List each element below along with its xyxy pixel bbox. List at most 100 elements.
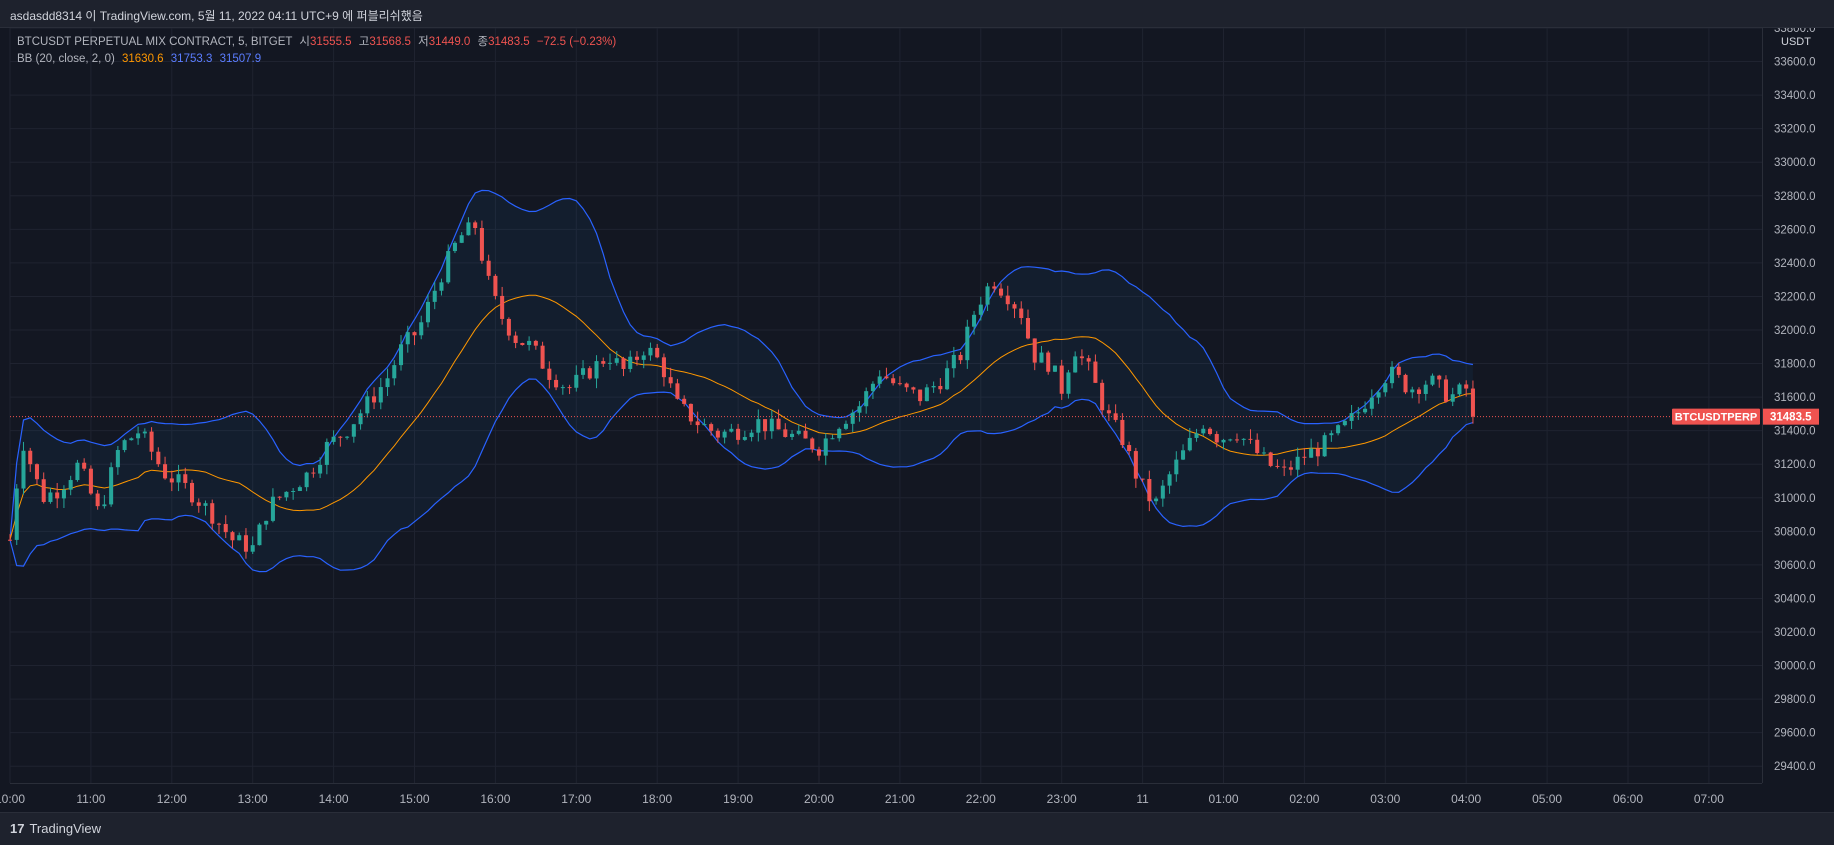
time-tick-label: 06:00 bbox=[1613, 792, 1643, 806]
candle-body bbox=[61, 489, 66, 499]
candle-body bbox=[230, 532, 235, 541]
candle-body bbox=[540, 345, 545, 369]
candle-body bbox=[1120, 419, 1125, 446]
candle-body bbox=[190, 482, 195, 503]
symbol-legend-row[interactable]: BTCUSDT PERPETUAL MIX CONTRACT, 5, BITGE… bbox=[17, 34, 616, 51]
time-tick-label: 18:00 bbox=[642, 792, 672, 806]
time-tick-label: 23:00 bbox=[1047, 792, 1077, 806]
candle-body bbox=[1356, 412, 1361, 414]
symbol-tag: BTCUSDTPERP bbox=[1675, 412, 1758, 424]
candle-body bbox=[682, 398, 687, 404]
candle-body bbox=[702, 424, 707, 426]
price-tick-label: 33800.0 bbox=[1774, 28, 1816, 35]
bb-upper-value: 31753.3 bbox=[170, 53, 213, 65]
candle-body bbox=[372, 396, 377, 403]
price-tick-label: 29800.0 bbox=[1774, 694, 1816, 706]
candle-body bbox=[776, 418, 781, 430]
candle-body bbox=[304, 472, 309, 488]
candle-body bbox=[554, 379, 559, 388]
price-tick-label: 30000.0 bbox=[1774, 661, 1816, 673]
candle-body bbox=[385, 378, 390, 388]
published-text: asdasdd8314 이 TradingView.com, 5월 11, 20… bbox=[10, 9, 423, 23]
price-tick-label: 31200.0 bbox=[1774, 459, 1816, 471]
bb-label: BB (20, close, 2, 0) bbox=[17, 53, 115, 65]
candle-body bbox=[1194, 433, 1199, 438]
candle-body bbox=[203, 503, 208, 506]
price-tick-label: 31400.0 bbox=[1774, 426, 1816, 438]
candle-body bbox=[520, 342, 525, 346]
time-tick-label: 04:00 bbox=[1451, 792, 1481, 806]
time-tick-label: 11 bbox=[1136, 792, 1149, 806]
candle-body bbox=[1032, 338, 1037, 363]
price-tick-label: 29600.0 bbox=[1774, 728, 1816, 740]
bb-legend-row[interactable]: BB (20, close, 2, 0) 31630.6 31753.3 315… bbox=[17, 51, 616, 68]
candle-body bbox=[581, 368, 586, 375]
candle-body bbox=[1322, 435, 1327, 457]
candle-body bbox=[527, 340, 532, 346]
candle-body bbox=[1376, 392, 1381, 398]
candle-body bbox=[1248, 438, 1253, 440]
price-axis[interactable]: 29400.0 29600.0 29800.0 30000.0 30200.0 30400… bbox=[1763, 28, 1834, 783]
candle-body bbox=[574, 374, 579, 388]
candle-body bbox=[978, 304, 983, 315]
candle-body bbox=[918, 389, 923, 402]
candle-body bbox=[823, 438, 828, 456]
open-label: 시 bbox=[299, 36, 310, 48]
candle-body bbox=[351, 424, 356, 437]
tradingview-logo[interactable]: 17 TradingView bbox=[10, 821, 101, 836]
time-axis[interactable]: 10:00 11:00 12:00 13:00 14:00 15:00 16:00 17:00… bbox=[0, 792, 1724, 806]
candle-body bbox=[41, 479, 46, 502]
candle-body bbox=[1450, 394, 1455, 402]
candle-body bbox=[1073, 356, 1078, 373]
time-tick-label: 02:00 bbox=[1289, 792, 1319, 806]
candle-body bbox=[1005, 295, 1010, 305]
candle-body bbox=[533, 340, 538, 346]
candle-body bbox=[102, 504, 107, 507]
time-tick-label: 21:00 bbox=[885, 792, 915, 806]
candle-body bbox=[1302, 456, 1307, 458]
candle-body bbox=[675, 383, 680, 399]
time-tick-label: 13:00 bbox=[238, 792, 268, 806]
candle-body bbox=[1167, 474, 1172, 486]
price-tick-label: 33400.0 bbox=[1774, 90, 1816, 102]
time-tick-label: 15:00 bbox=[399, 792, 429, 806]
candle-body bbox=[331, 436, 336, 442]
candle-body bbox=[169, 478, 174, 483]
candle-body bbox=[149, 431, 154, 452]
price-chart[interactable]: 29400.0 29600.0 29800.0 30000.0 30200.0 30400… bbox=[0, 28, 1834, 812]
candle-body bbox=[392, 365, 397, 379]
candle-body bbox=[156, 451, 161, 465]
candle-body bbox=[1288, 467, 1293, 470]
candle-body bbox=[1275, 465, 1280, 467]
candle-body bbox=[1261, 452, 1266, 454]
price-tick-label: 33600.0 bbox=[1774, 57, 1816, 69]
candle-body bbox=[1437, 375, 1442, 380]
candle-body bbox=[1383, 383, 1388, 393]
last-price-tag-bg bbox=[1763, 408, 1819, 425]
candle-body bbox=[634, 356, 639, 360]
candle-body bbox=[466, 222, 471, 236]
candle-body bbox=[870, 383, 875, 392]
candle-body bbox=[958, 354, 963, 361]
time-tick-label: 07:00 bbox=[1694, 792, 1724, 806]
candle-body bbox=[412, 332, 417, 336]
candle-body bbox=[398, 344, 404, 366]
close-value: 31483.5 bbox=[488, 36, 530, 48]
candle-body bbox=[55, 492, 60, 499]
candle-body bbox=[837, 428, 842, 439]
candle-body bbox=[88, 468, 93, 494]
high-value: 31568.5 bbox=[369, 36, 411, 48]
candle-body bbox=[237, 535, 242, 541]
candle-body bbox=[850, 412, 855, 424]
price-tick-label: 33200.0 bbox=[1774, 124, 1816, 136]
candle-body bbox=[513, 335, 518, 343]
candle-body bbox=[742, 437, 747, 440]
open-value: 31555.5 bbox=[310, 36, 352, 48]
candle-body bbox=[810, 438, 815, 450]
candle-body bbox=[891, 378, 896, 384]
candle-body bbox=[425, 301, 431, 323]
candle-body bbox=[816, 449, 822, 456]
candle-body bbox=[358, 413, 363, 425]
candle-body bbox=[924, 387, 929, 402]
chart-grid bbox=[9, 28, 1763, 784]
